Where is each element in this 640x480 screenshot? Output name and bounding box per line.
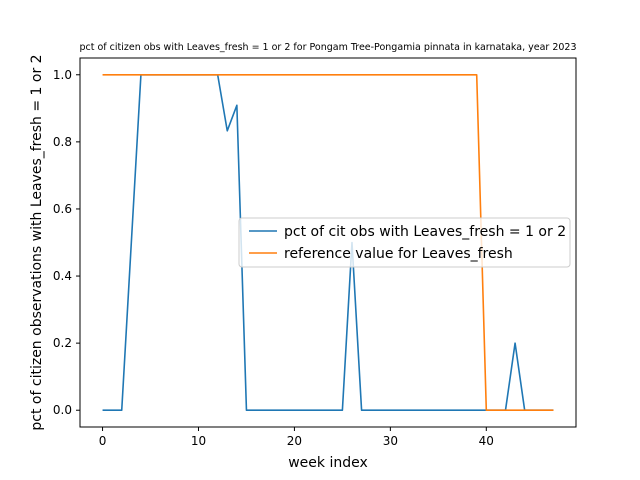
x-tick-label: 0 xyxy=(99,434,107,448)
chart-title: pct of citizen obs with Leaves_fresh = 1… xyxy=(79,42,576,53)
x-tick-label: 20 xyxy=(287,434,302,448)
y-tick-label: 0.6 xyxy=(53,202,72,216)
legend: pct of cit obs with Leaves_fresh = 1 or … xyxy=(238,217,571,268)
y-axis-label: pct of citizen observations with Leaves_… xyxy=(29,54,45,430)
x-axis-ticks: 0 10 20 30 40 xyxy=(99,427,494,448)
series-line-2 xyxy=(102,73,554,412)
x-axis-label: week index xyxy=(288,455,368,471)
plot-frame xyxy=(79,57,577,428)
y-tick-label: 0.2 xyxy=(53,336,72,350)
x-tick-label: 10 xyxy=(191,434,206,448)
legend-label-series-1: pct of cit obs with Leaves_fresh = 1 or … xyxy=(284,224,566,240)
y-tick-label: 0.0 xyxy=(53,403,72,417)
x-tick-label: 40 xyxy=(479,434,494,448)
y-tick-label: 0.4 xyxy=(53,269,72,283)
legend-box xyxy=(238,217,571,268)
y-axis-ticks: 0.0 0.2 0.4 0.6 0.8 1.0 xyxy=(53,68,80,417)
series-layer xyxy=(102,73,554,412)
legend-label-series-2: reference value for Leaves_fresh xyxy=(284,246,513,262)
x-tick-label: 30 xyxy=(383,434,398,448)
y-tick-label: 0.8 xyxy=(53,135,72,149)
y-tick-label: 1.0 xyxy=(53,68,72,82)
